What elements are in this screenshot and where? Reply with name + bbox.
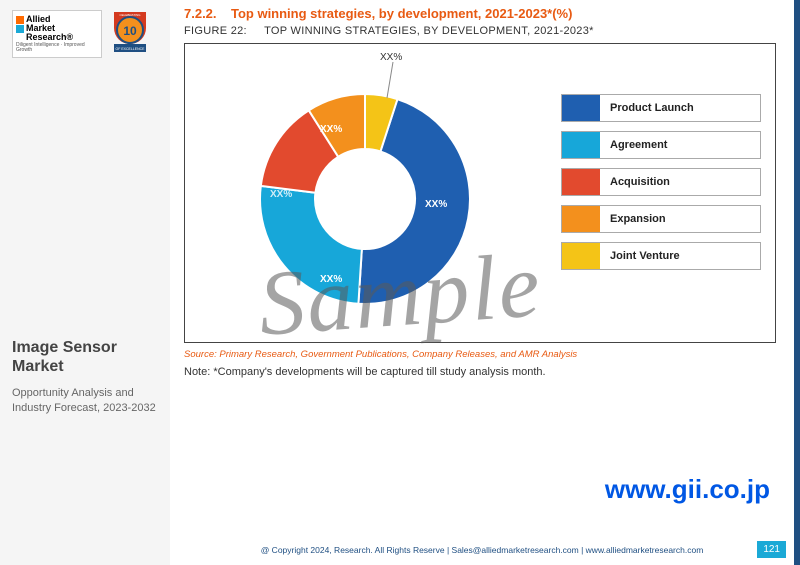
section-title: Top winning strategies, by development, … — [231, 6, 572, 21]
legend-label: Product Launch — [600, 102, 694, 114]
anniversary-badge-icon: 10 CELEBRATING OF EXCELLENCE — [110, 10, 150, 58]
legend-swatch — [562, 132, 600, 158]
legend-item-joint_venture: Joint Venture — [561, 242, 761, 270]
footer: @ Copyright 2024, Research. All Rights R… — [178, 545, 786, 555]
legend-swatch — [562, 169, 600, 195]
report-subtitle: Opportunity Analysis and Industry Foreca… — [12, 386, 158, 415]
section-number: 7.2.2. — [184, 6, 217, 21]
legend-swatch — [562, 206, 600, 232]
donut-chart: XX% XX% XX% XX% XX% Product LaunchAgreem… — [184, 43, 776, 343]
svg-text:CELEBRATING: CELEBRATING — [120, 13, 142, 17]
legend-item-agreement: Agreement — [561, 131, 761, 159]
figure-label: FIGURE 22: — [184, 25, 247, 37]
brand-line: Research® — [26, 32, 73, 42]
section-heading: 7.2.2. Top winning strategies, by develo… — [184, 6, 786, 21]
badge-number: 10 — [123, 24, 137, 38]
source-line: Source: Primary Research, Government Pub… — [184, 349, 786, 360]
chart-legend: Product Launch Agreement Acquisition Expans… — [561, 94, 761, 279]
legend-label: Acquisition — [600, 176, 670, 188]
legend-label: Expansion — [600, 213, 666, 225]
legend-swatch — [562, 95, 600, 121]
legend-item-acquisition: Acquisition — [561, 168, 761, 196]
logo-row: Allied Market Research® Diligent Intelli… — [12, 10, 158, 58]
brand-tagline: Diligent Intelligence · Improved Growth — [16, 43, 98, 54]
legend-item-expansion: Expansion — [561, 205, 761, 233]
svg-text:OF EXCELLENCE: OF EXCELLENCE — [116, 47, 146, 51]
edge-bar — [794, 0, 800, 565]
url-overlay: www.gii.co.jp — [605, 474, 770, 505]
note-line: Note: *Company's developments will be ca… — [184, 366, 786, 378]
legend-label: Agreement — [600, 139, 667, 151]
donut-slice-agreement — [260, 186, 362, 304]
report-title: Image Sensor Market — [12, 338, 158, 376]
legend-swatch — [562, 243, 600, 269]
page-number: 121 — [757, 541, 786, 558]
legend-label: Joint Venture — [600, 250, 680, 262]
figure-caption: FIGURE 22: TOP WINNING STRATEGIES, BY DE… — [184, 25, 786, 37]
slice-label: XX% — [320, 124, 342, 135]
legend-item-product_launch: Product Launch — [561, 94, 761, 122]
copyright-text: @ Copyright 2024, Research. All Rights R… — [261, 545, 704, 555]
slice-label: XX% — [270, 189, 292, 200]
slice-label: XX% — [425, 199, 447, 210]
sidebar: Allied Market Research® Diligent Intelli… — [0, 0, 170, 565]
slice-label: XX% — [320, 274, 342, 285]
figure-title: TOP WINNING STRATEGIES, BY DEVELOPMENT, … — [264, 25, 594, 37]
amr-logo: Allied Market Research® Diligent Intelli… — [12, 10, 102, 58]
